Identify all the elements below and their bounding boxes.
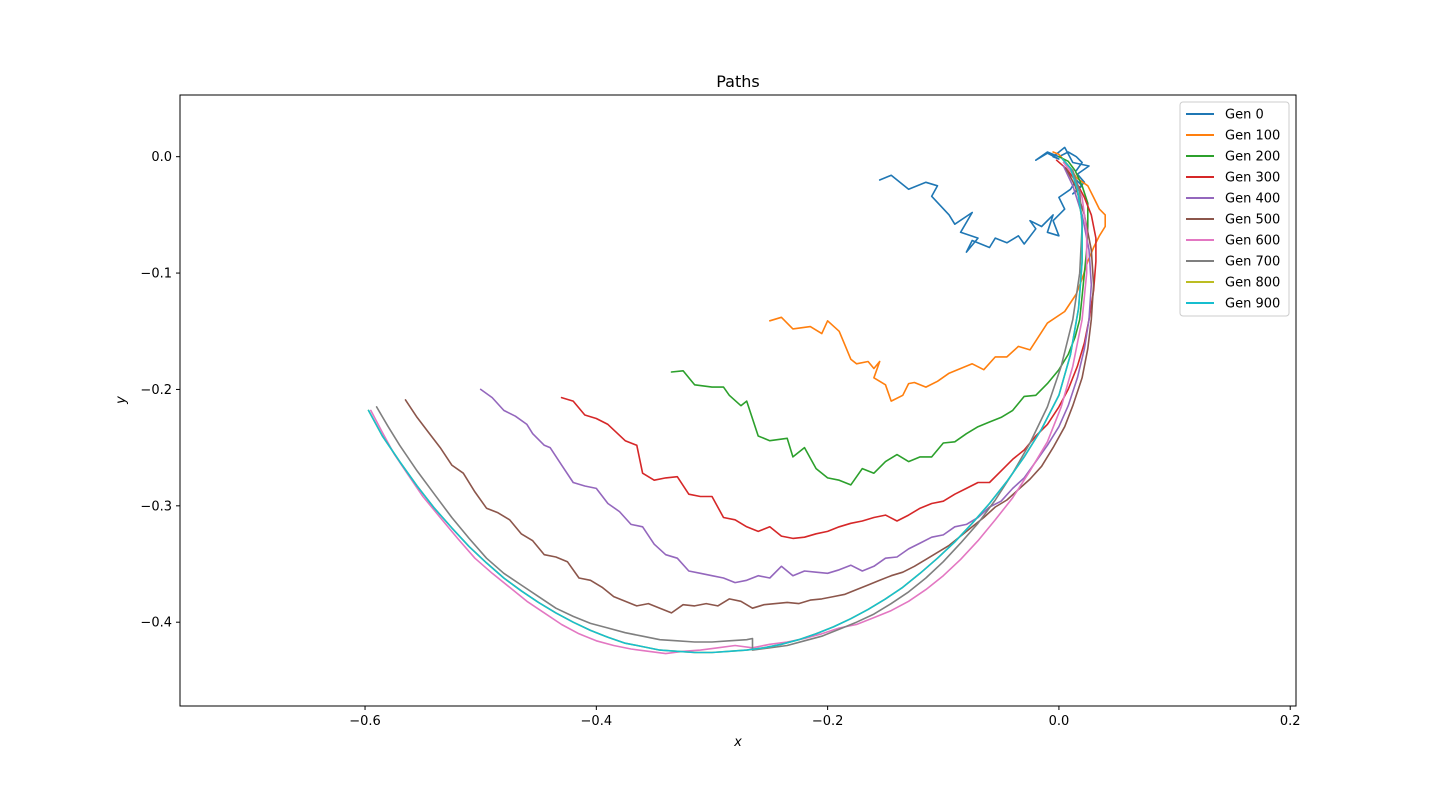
legend-label: Gen 200 bbox=[1225, 150, 1280, 165]
series-line-gen-200 bbox=[670, 155, 1089, 486]
series-line-gen-300 bbox=[560, 159, 1097, 540]
x-tick-label: −0.4 bbox=[581, 714, 613, 729]
plot-frame bbox=[179, 94, 1297, 707]
series-line-gen-400 bbox=[479, 165, 1093, 584]
y-tick-label: −0.1 bbox=[140, 267, 172, 282]
y-axis-label: y bbox=[114, 396, 129, 405]
legend-label: Gen 800 bbox=[1225, 276, 1280, 291]
y-axis: 0.0 −0.1 −0.2 −0.3 −0.4 bbox=[140, 150, 180, 631]
x-axis: −0.6 −0.4 −0.2 0.0 0.2 bbox=[349, 706, 1301, 729]
x-tick-label: 0.0 bbox=[1049, 714, 1070, 729]
series-layer bbox=[367, 146, 1106, 655]
series-line-gen-500 bbox=[404, 167, 1095, 614]
x-axis-label: x bbox=[733, 735, 742, 750]
x-tick-label: −0.6 bbox=[349, 714, 381, 729]
y-tick-label: −0.2 bbox=[140, 383, 172, 398]
series-line-gen-600 bbox=[369, 161, 1088, 655]
legend-label: Gen 900 bbox=[1225, 297, 1280, 312]
y-tick-label: −0.3 bbox=[140, 499, 172, 514]
legend-label: Gen 500 bbox=[1225, 213, 1280, 228]
x-tick-label: −0.2 bbox=[812, 714, 844, 729]
y-tick-label: 0.0 bbox=[151, 150, 172, 165]
legend-label: Gen 700 bbox=[1225, 255, 1280, 270]
legend: Gen 0 Gen 100 Gen 200 Gen 300 Gen 400 Gen 500… bbox=[1179, 101, 1290, 317]
series-line-gen-900 bbox=[367, 158, 1083, 654]
series-line-gen-0 bbox=[878, 146, 1090, 253]
legend-label: Gen 400 bbox=[1225, 192, 1280, 207]
x-tick-label: 0.2 bbox=[1280, 714, 1301, 729]
legend-label: Gen 600 bbox=[1225, 234, 1280, 249]
y-tick-label: −0.4 bbox=[140, 616, 172, 631]
legend-label: Gen 300 bbox=[1225, 171, 1280, 186]
legend-label: Gen 0 bbox=[1225, 108, 1264, 123]
series-line-gen-100 bbox=[768, 151, 1106, 402]
legend-label: Gen 100 bbox=[1225, 129, 1280, 144]
chart-title: Paths bbox=[716, 72, 759, 91]
